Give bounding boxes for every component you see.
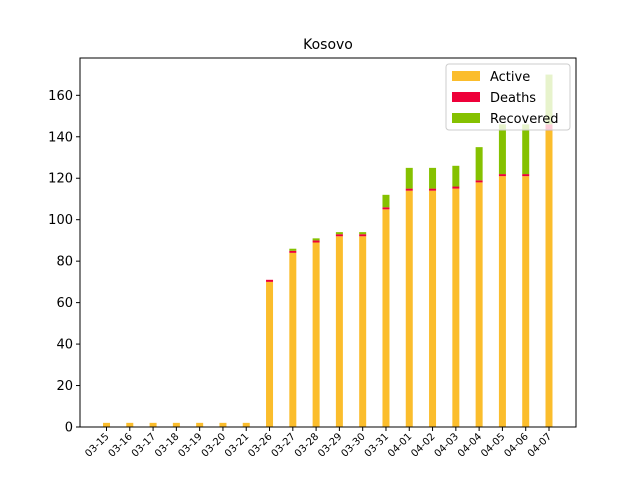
- x-tick-label: 03-15: [83, 431, 111, 459]
- bar-recovered-03-28: [312, 238, 320, 241]
- legend-swatch-recovered: [452, 113, 480, 123]
- bar-active-04-07: [545, 130, 553, 427]
- bar-active-03-17: [149, 422, 157, 427]
- bar-deaths-03-29: [335, 234, 343, 237]
- bar-deaths-03-28: [312, 240, 320, 243]
- bar-active-03-16: [126, 422, 134, 427]
- x-tick-label: 04-07: [526, 431, 554, 459]
- legend-label-recovered: Recovered: [490, 112, 559, 127]
- bar-recovered-03-31: [382, 194, 390, 208]
- bar-deaths-04-03: [452, 186, 460, 189]
- bar-active-03-20: [219, 422, 227, 427]
- legend-swatch-deaths: [452, 92, 480, 102]
- y-tick-label: 0: [65, 421, 73, 436]
- x-tick-label: 04-06: [503, 431, 531, 459]
- x-tick-label: 04-04: [456, 431, 484, 459]
- bar-active-03-27: [289, 252, 297, 427]
- bar-recovered-04-06: [522, 124, 530, 175]
- x-tick-label: 03-29: [316, 431, 344, 459]
- x-tick-label: 03-17: [130, 431, 158, 459]
- x-tick-label: 03-30: [339, 431, 367, 459]
- bar-deaths-03-26: [266, 279, 274, 282]
- bar-active-04-04: [475, 182, 483, 427]
- bar-deaths-04-01: [405, 188, 413, 191]
- bar-active-04-01: [405, 190, 413, 427]
- bar-active-04-03: [452, 188, 460, 427]
- x-tick-label: 03-31: [363, 431, 391, 459]
- bars-layer: [103, 74, 553, 427]
- bar-active-03-26: [266, 281, 274, 427]
- bar-active-03-29: [335, 236, 343, 427]
- bar-deaths-04-05: [498, 174, 506, 177]
- bar-recovered-04-05: [498, 124, 506, 175]
- bar-active-03-21: [242, 422, 250, 427]
- chart-title: Kosovo: [303, 37, 353, 53]
- bar-deaths-04-02: [429, 188, 437, 191]
- bar-deaths-03-30: [359, 234, 367, 237]
- bar-recovered-04-01: [405, 167, 413, 189]
- x-tick-label: 04-05: [479, 431, 507, 459]
- y-tick-label: 160: [48, 89, 73, 104]
- x-tick-label: 03-20: [200, 431, 228, 459]
- y-tick-label: 80: [56, 255, 73, 270]
- y-tick-label: 20: [56, 379, 73, 394]
- bar-recovered-03-27: [289, 248, 297, 251]
- y-tick-label: 120: [48, 172, 73, 187]
- bar-deaths-04-04: [475, 180, 483, 183]
- bar-deaths-04-06: [522, 174, 530, 177]
- legend: Active Deaths Recovered: [445, 63, 571, 131]
- plot-frame: [79, 57, 577, 428]
- x-tick-label: 03-16: [107, 431, 135, 459]
- legend-swatch-active: [452, 71, 480, 81]
- y-axis: 0 20 40 60 80 100 120 140 160: [48, 89, 80, 436]
- bar-active-04-05: [498, 176, 506, 427]
- y-tick-label: 60: [56, 296, 73, 311]
- bar-active-03-30: [359, 236, 367, 427]
- bar-active-03-18: [172, 422, 180, 427]
- x-tick-label: 04-02: [409, 431, 437, 459]
- bar-active-03-19: [196, 422, 204, 427]
- bar-recovered-04-03: [452, 165, 460, 187]
- bar-recovered-04-02: [429, 167, 437, 189]
- x-axis: 03-1503-1603-1703-1803-1903-2003-2103-26…: [83, 427, 554, 460]
- bar-recovered-03-29: [335, 232, 343, 235]
- legend-label-deaths: Deaths: [490, 91, 536, 106]
- x-tick-label: 03-18: [153, 431, 181, 459]
- bar-deaths-03-27: [289, 250, 297, 253]
- x-tick-label: 03-21: [223, 431, 251, 459]
- bar-active-04-02: [429, 190, 437, 427]
- bar-active-03-15: [103, 422, 110, 427]
- bar-deaths-03-31: [382, 207, 390, 210]
- legend-label-active: Active: [490, 70, 530, 85]
- bar-active-03-31: [382, 209, 390, 427]
- y-tick-label: 100: [48, 213, 73, 228]
- bar-recovered-04-04: [475, 147, 483, 181]
- y-tick-label: 40: [56, 338, 73, 353]
- x-tick-label: 04-03: [433, 431, 461, 459]
- x-tick-label: 03-19: [176, 431, 204, 459]
- y-tick-label: 140: [48, 130, 73, 145]
- bar-active-04-06: [522, 176, 530, 427]
- x-tick-label: 03-27: [270, 431, 298, 459]
- x-tick-label: 03-28: [293, 431, 321, 459]
- bar-recovered-03-30: [359, 232, 367, 235]
- x-tick-label: 04-01: [386, 431, 414, 459]
- bar-active-03-28: [312, 242, 320, 427]
- x-tick-label: 03-26: [246, 431, 274, 459]
